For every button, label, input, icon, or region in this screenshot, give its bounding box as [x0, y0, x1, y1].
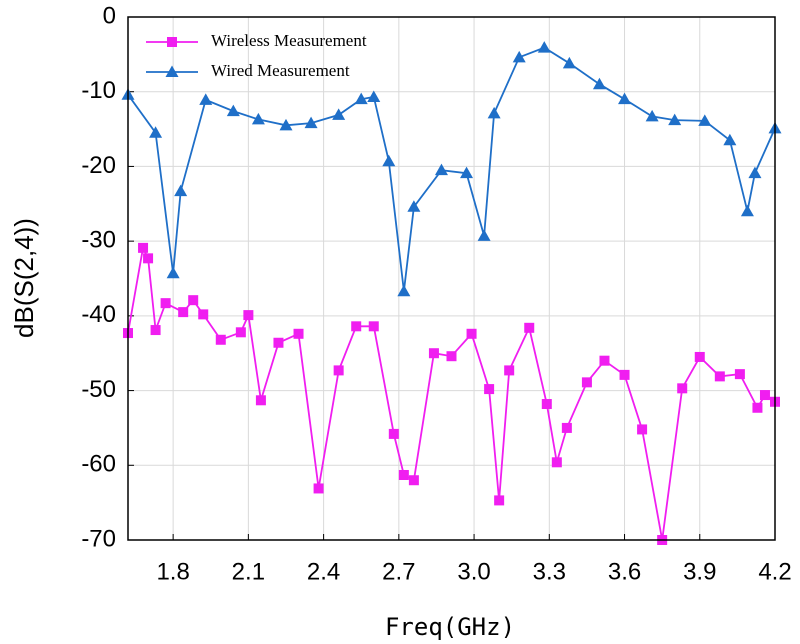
marker	[160, 298, 171, 309]
marker	[434, 163, 448, 176]
marker	[561, 422, 572, 433]
marker	[759, 390, 770, 401]
marker	[188, 295, 199, 306]
marker	[537, 41, 551, 53]
marker	[199, 93, 213, 105]
marker	[592, 77, 606, 90]
marker	[174, 184, 188, 197]
y-tick-label: -30	[81, 226, 116, 253]
marker	[255, 395, 266, 406]
marker	[351, 321, 362, 332]
legend-label: Wireless Measurement	[211, 31, 367, 50]
marker	[698, 114, 712, 126]
marker	[166, 266, 180, 279]
marker	[428, 348, 439, 359]
marker	[226, 104, 240, 117]
marker	[446, 351, 457, 362]
marker	[714, 371, 725, 382]
marker	[354, 92, 368, 105]
marker	[677, 383, 688, 394]
marker	[637, 424, 648, 435]
marker	[466, 328, 477, 339]
marker	[398, 469, 409, 480]
marker	[235, 327, 246, 338]
marker	[388, 428, 399, 439]
marker	[645, 109, 659, 122]
line	[128, 245, 775, 540]
marker	[293, 328, 304, 339]
marker	[551, 457, 562, 468]
x-tick-label: 2.4	[307, 558, 340, 585]
marker	[460, 166, 474, 179]
marker	[694, 351, 705, 362]
marker	[165, 65, 179, 77]
legend-label: Wired Measurement	[211, 61, 350, 80]
marker	[541, 399, 552, 410]
marker	[740, 204, 754, 217]
marker	[178, 307, 189, 318]
y-tick-label: -60	[81, 451, 116, 478]
marker	[333, 365, 344, 376]
x-tick-label: 3.6	[608, 558, 641, 585]
marker	[618, 92, 632, 105]
marker	[368, 321, 379, 332]
marker	[408, 475, 419, 486]
marker	[215, 334, 226, 345]
marker	[668, 113, 682, 126]
marker	[143, 253, 154, 264]
marker	[512, 50, 526, 63]
x-tick-label: 3.9	[683, 558, 716, 585]
y-tick-label: -20	[81, 152, 116, 179]
marker	[304, 116, 318, 129]
marker	[397, 284, 411, 297]
x-tick-label: 4.2	[758, 558, 791, 585]
y-tick-label: -70	[81, 525, 116, 552]
x-tick-label: 3.3	[533, 558, 566, 585]
marker	[382, 154, 396, 167]
y-tick-label: 0	[103, 2, 116, 29]
marker	[562, 56, 576, 69]
marker	[752, 402, 763, 413]
x-tick-label: 1.8	[156, 558, 189, 585]
y-tick-label: -50	[81, 376, 116, 403]
marker	[198, 309, 209, 320]
marker	[748, 166, 762, 179]
marker	[723, 133, 737, 146]
x-tick-label: 2.1	[232, 558, 265, 585]
marker	[477, 229, 491, 241]
marker	[581, 377, 592, 388]
marker	[243, 310, 254, 321]
marker	[734, 369, 745, 380]
marker	[367, 90, 381, 102]
marker	[487, 106, 501, 119]
marker	[251, 112, 265, 125]
marker	[279, 118, 293, 131]
marker	[332, 108, 346, 120]
marker	[524, 322, 535, 333]
marker	[484, 384, 495, 395]
marker	[313, 483, 324, 494]
marker	[273, 337, 284, 348]
marker	[494, 495, 505, 506]
marker	[150, 325, 161, 336]
marker	[138, 242, 149, 253]
marker	[407, 200, 421, 212]
y-tick-label: -40	[81, 301, 116, 328]
marker	[167, 37, 177, 47]
plot-frame	[127, 16, 776, 541]
marker	[599, 355, 610, 366]
x-tick-label: 2.7	[382, 558, 415, 585]
x-axis-label: Freq(GHz)	[385, 613, 515, 641]
x-tick-label: 3.0	[457, 558, 490, 585]
marker	[504, 365, 515, 376]
y-tick-label: -10	[81, 77, 116, 104]
line	[128, 46, 775, 292]
marker	[619, 369, 630, 380]
marker	[149, 126, 163, 138]
y-axis-label: dB(S(2,4))	[9, 218, 39, 338]
